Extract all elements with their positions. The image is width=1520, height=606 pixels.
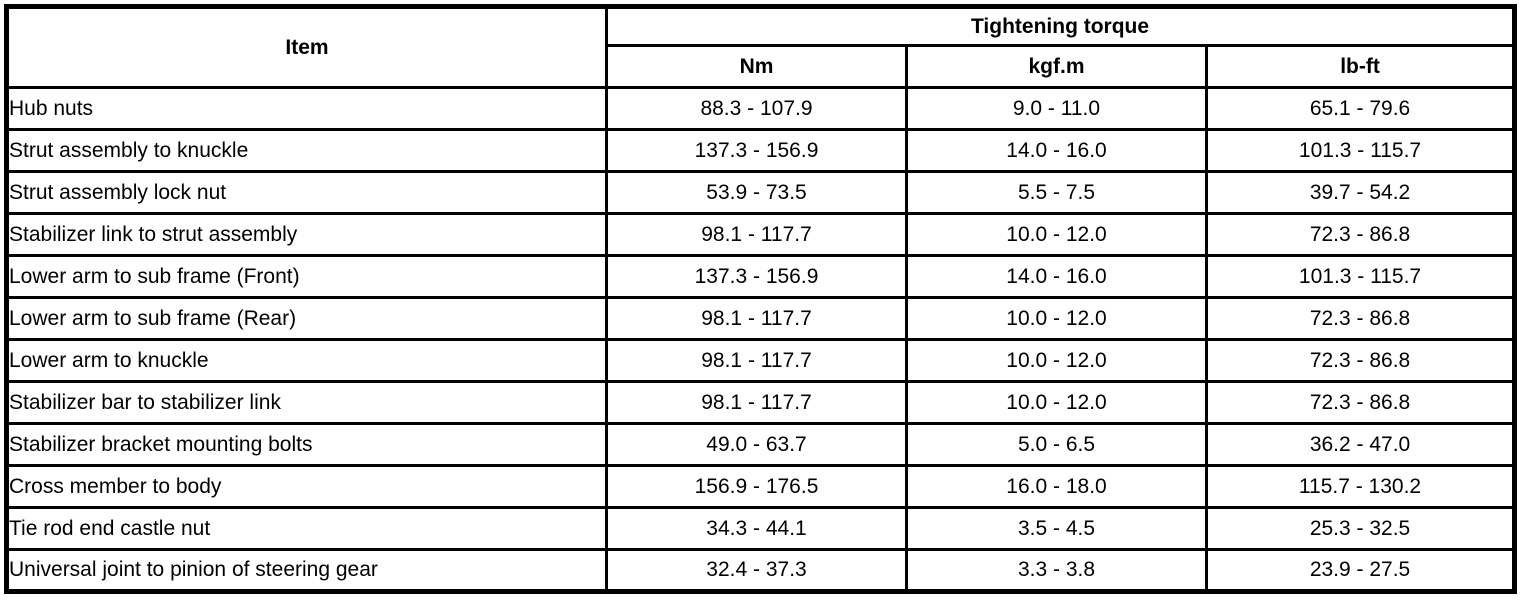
kgfm-value-cell: 3.5 - 4.5 (905, 506, 1208, 551)
table-row: Stabilizer bracket mounting bolts 49.0 -… (5, 422, 1517, 467)
lbft-value-cell: 25.3 - 32.5 (1204, 506, 1517, 551)
kgfm-column-header: kgf.m (905, 44, 1208, 89)
lbft-value-cell: 72.3 - 86.8 (1204, 296, 1517, 341)
item-cell: Stabilizer bar to stabilizer link (5, 380, 608, 425)
lbft-value-cell: 72.3 - 86.8 (1204, 380, 1517, 425)
table-row: Hub nuts 88.3 - 107.9 9.0 - 11.0 65.1 - … (5, 86, 1517, 131)
table-row: Lower arm to sub frame (Rear) 98.1 - 117… (5, 296, 1517, 341)
kgfm-value-cell: 14.0 - 16.0 (905, 254, 1208, 299)
kgfm-value-cell: 10.0 - 12.0 (905, 212, 1208, 257)
table-row: Universal joint to pinion of steering ge… (5, 548, 1517, 593)
table-row: Stabilizer link to strut assembly 98.1 -… (5, 212, 1517, 257)
table-row: Strut assembly lock nut 53.9 - 73.5 5.5 … (5, 170, 1517, 215)
lbft-value-cell: 101.3 - 115.7 (1204, 128, 1517, 173)
nm-value-cell: 53.9 - 73.5 (605, 170, 908, 215)
nm-value-cell: 32.4 - 37.3 (605, 548, 908, 593)
item-cell: Stabilizer link to strut assembly (5, 212, 608, 257)
table-row: Stabilizer bar to stabilizer link 98.1 -… (5, 380, 1517, 425)
header-row-group: Item Tightening torque (5, 5, 1517, 89)
lbft-value-cell: 115.7 - 130.2 (1204, 464, 1517, 509)
kgfm-value-cell: 3.3 - 3.8 (905, 548, 1208, 593)
nm-value-cell: 98.1 - 117.7 (605, 296, 908, 341)
nm-value-cell: 156.9 - 176.5 (605, 464, 908, 509)
nm-value-cell: 49.0 - 63.7 (605, 422, 908, 467)
item-cell: Lower arm to sub frame (Rear) (5, 296, 608, 341)
header-row-units: Nm kgf.m lb-ft (7, 44, 1517, 89)
nm-value-cell: 88.3 - 107.9 (605, 86, 908, 131)
item-cell: Strut assembly lock nut (5, 170, 608, 215)
kgfm-value-cell: 14.0 - 16.0 (905, 128, 1208, 173)
torque-spec-table: Item Tightening torque Nm kgf.m lb-ft Hu… (4, 4, 1518, 594)
table-row: Strut assembly to knuckle 137.3 - 156.9 … (5, 128, 1517, 173)
item-cell: Stabilizer bracket mounting bolts (5, 422, 608, 467)
table-row: Cross member to body 156.9 - 176.5 16.0 … (5, 464, 1517, 509)
lbft-value-cell: 101.3 - 115.7 (1204, 254, 1517, 299)
item-cell: Hub nuts (5, 86, 608, 131)
nm-value-cell: 98.1 - 117.7 (605, 380, 908, 425)
item-cell: Lower arm to knuckle (5, 338, 608, 383)
table-row: Tie rod end castle nut 34.3 - 44.1 3.5 -… (5, 506, 1517, 551)
table-row: Lower arm to sub frame (Front) 137.3 - 1… (5, 254, 1517, 299)
item-cell: Tie rod end castle nut (5, 506, 608, 551)
kgfm-value-cell: 10.0 - 12.0 (905, 296, 1208, 341)
kgfm-value-cell: 10.0 - 12.0 (905, 338, 1208, 383)
nm-value-cell: 34.3 - 44.1 (605, 506, 908, 551)
item-cell: Strut assembly to knuckle (5, 128, 608, 173)
nm-column-header: Nm (605, 44, 908, 89)
kgfm-value-cell: 9.0 - 11.0 (905, 86, 1208, 131)
lbft-value-cell: 39.7 - 54.2 (1204, 170, 1517, 215)
table-row: Lower arm to knuckle 98.1 - 117.7 10.0 -… (5, 338, 1517, 383)
nm-value-cell: 98.1 - 117.7 (605, 338, 908, 383)
item-cell: Universal joint to pinion of steering ge… (5, 548, 608, 593)
lbft-column-header: lb-ft (1204, 44, 1517, 89)
lbft-value-cell: 65.1 - 79.6 (1204, 86, 1517, 131)
lbft-value-cell: 72.3 - 86.8 (1204, 338, 1517, 383)
item-column-header: Item (5, 5, 608, 89)
tightening-torque-header: Tightening torque (604, 5, 1517, 47)
nm-value-cell: 98.1 - 117.7 (605, 212, 908, 257)
kgfm-value-cell: 10.0 - 12.0 (905, 380, 1208, 425)
nm-value-cell: 137.3 - 156.9 (605, 254, 908, 299)
nm-value-cell: 137.3 - 156.9 (605, 128, 908, 173)
kgfm-value-cell: 5.0 - 6.5 (905, 422, 1208, 467)
lbft-value-cell: 72.3 - 86.8 (1204, 212, 1517, 257)
lbft-value-cell: 23.9 - 27.5 (1204, 548, 1517, 593)
kgfm-value-cell: 16.0 - 18.0 (905, 464, 1208, 509)
kgfm-value-cell: 5.5 - 7.5 (905, 170, 1208, 215)
lbft-value-cell: 36.2 - 47.0 (1204, 422, 1517, 467)
item-cell: Lower arm to sub frame (Front) (5, 254, 608, 299)
item-cell: Cross member to body (5, 464, 608, 509)
